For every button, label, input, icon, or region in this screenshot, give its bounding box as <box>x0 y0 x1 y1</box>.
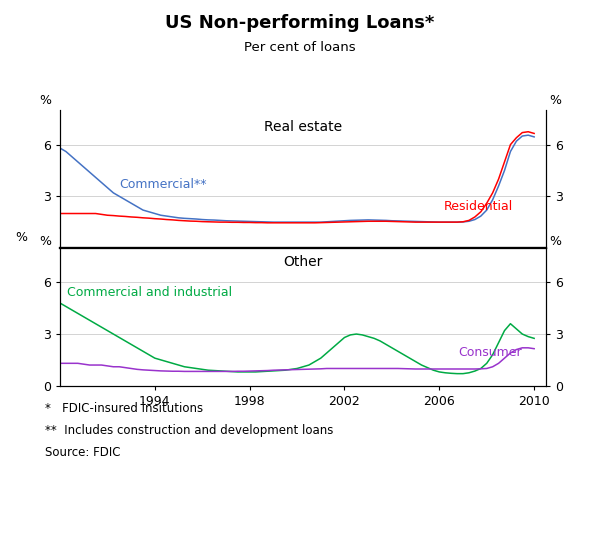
Text: %: % <box>39 94 51 107</box>
Text: %: % <box>549 94 561 107</box>
Text: Real estate: Real estate <box>264 120 342 134</box>
Text: Consumer: Consumer <box>458 347 522 359</box>
Text: Other: Other <box>283 255 323 269</box>
Text: Commercial**: Commercial** <box>119 177 207 191</box>
Text: *   FDIC-insured insitutions: * FDIC-insured insitutions <box>45 402 203 415</box>
Text: Per cent of loans: Per cent of loans <box>244 41 356 55</box>
Text: **  Includes construction and development loans: ** Includes construction and development… <box>45 424 334 437</box>
Text: Residential: Residential <box>444 200 514 213</box>
Text: Commercial and industrial: Commercial and industrial <box>67 286 232 299</box>
Text: %: % <box>15 231 27 245</box>
Text: Source: FDIC: Source: FDIC <box>45 446 121 460</box>
Text: %: % <box>549 235 561 248</box>
Text: US Non-performing Loans*: US Non-performing Loans* <box>166 14 434 32</box>
Text: %: % <box>39 235 51 248</box>
